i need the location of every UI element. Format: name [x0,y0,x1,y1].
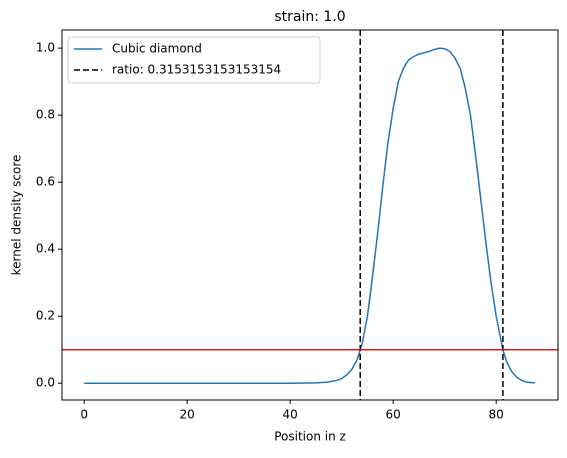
y-tick-label: 1.0 [36,41,55,55]
x-tick-label: 20 [180,408,195,422]
data-line [84,47,535,384]
legend-label: Cubic diamond [112,42,202,56]
x-tick-label: 0 [80,408,88,422]
y-tick-label: 0.2 [36,309,55,323]
y-axis-label: kernel density score [10,155,24,276]
y-tick-label: 0.4 [36,242,55,256]
y-tick-label: 0.6 [36,175,55,189]
legend-box [67,36,321,84]
y-tick-label: 0.8 [36,108,55,122]
x-tick-label: 60 [386,408,401,422]
x-tick-label: 40 [283,408,298,422]
y-tick-label: 0.0 [36,376,55,390]
x-axis-label: Position in z [274,430,346,444]
plot-frame [61,29,559,401]
x-tick-label: 80 [489,408,504,422]
legend-label: ratio: 0.3153153153153154 [112,63,281,77]
chart-title: strain: 1.0 [274,9,345,25]
